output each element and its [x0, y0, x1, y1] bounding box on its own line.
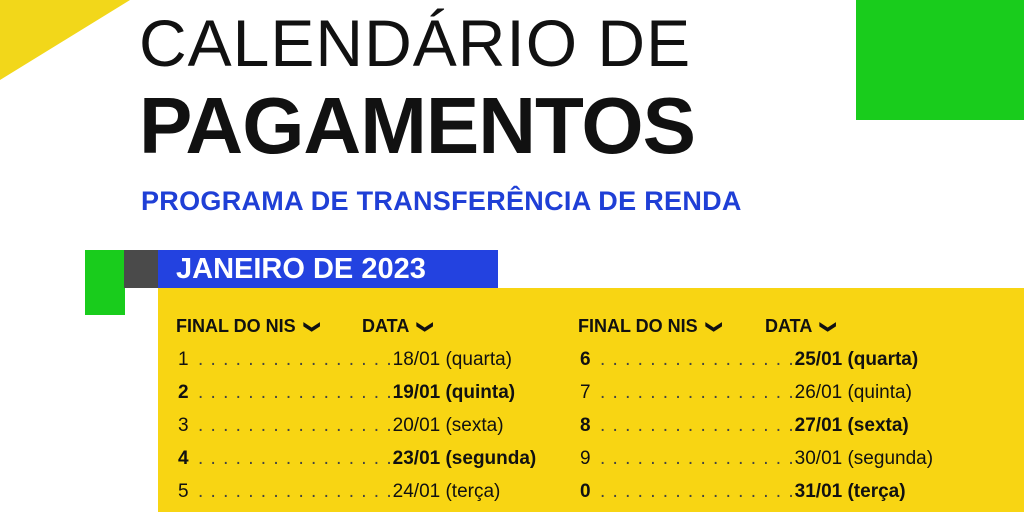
payment-date: 25/01 (quarta) — [794, 349, 919, 370]
chevron-down-icon: ❯ — [705, 320, 723, 334]
dot-leader: . . . . . . . . . . . . . . . . — [198, 349, 393, 370]
header-data-label: DATA — [362, 316, 410, 336]
dot-leader: . . . . . . . . . . . . . . . . — [600, 448, 795, 469]
nis-digit: 3 — [178, 415, 189, 436]
nis-digit: 4 — [178, 448, 189, 469]
dot-leader: . . . . . . . . . . . . . . . . — [600, 481, 795, 502]
table-row: 7 . . . . . . . . . . . . . . . .26/01 (q… — [580, 381, 912, 405]
table-row: 5 . . . . . . . . . . . . . . . .24/01 (t… — [178, 480, 500, 504]
payment-date: 19/01 (quinta) — [392, 382, 516, 403]
table-row: 1 . . . . . . . . . . . . . . . .18/01 (q… — [178, 348, 512, 372]
dot-leader: . . . . . . . . . . . . . . . . — [198, 415, 393, 436]
title-line-1: CALENDÁRIO DE — [139, 6, 692, 80]
table-row: 0 . . . . . . . . . . . . . . . .31/01 (t… — [580, 480, 906, 504]
table-row: 8 . . . . . . . . . . . . . . . .27/01 (s… — [580, 414, 909, 438]
table-row: 2 . . . . . . . . . . . . . . . .19/01 (q… — [178, 381, 515, 405]
nis-digit: 6 — [580, 349, 591, 370]
chevron-down-icon: ❯ — [820, 320, 838, 334]
green-block-decoration — [856, 0, 1024, 120]
subtitle: PROGRAMA DE TRANSFERÊNCIA DE RENDA — [141, 186, 742, 216]
header-final-nis-right: FINAL DO NIS ❯ — [578, 316, 723, 337]
title-line-2: PAGAMENTOS — [139, 81, 696, 170]
table-row: 9 . . . . . . . . . . . . . . . .30/01 (s… — [580, 447, 933, 471]
nis-digit: 2 — [178, 382, 189, 403]
header-final-nis-left: FINAL DO NIS ❯ — [176, 316, 321, 337]
payment-date: 18/01 (quarta) — [392, 349, 513, 370]
dot-leader: . . . . . . . . . . . . . . . . — [600, 415, 795, 436]
nis-digit: 1 — [178, 349, 189, 370]
table-row: 6 . . . . . . . . . . . . . . . .25/01 (q… — [580, 348, 918, 372]
table-row: 3 . . . . . . . . . . . . . . . .20/01 (s… — [178, 414, 504, 438]
payment-date: 20/01 (sexta) — [392, 415, 504, 436]
header-data-label: DATA — [765, 316, 813, 336]
header-final-nis-label: FINAL DO NIS — [176, 316, 296, 336]
payment-date: 26/01 (quinta) — [794, 382, 912, 403]
green-square-decoration — [85, 250, 125, 315]
gray-block-decoration — [124, 250, 158, 288]
header-final-nis-label: FINAL DO NIS — [578, 316, 698, 336]
dot-leader: . . . . . . . . . . . . . . . . — [198, 481, 393, 502]
header-data-right: DATA ❯ — [765, 316, 838, 337]
payment-date: 23/01 (segunda) — [392, 448, 537, 469]
dot-leader: . . . . . . . . . . . . . . . . — [198, 448, 393, 469]
dot-leader: . . . . . . . . . . . . . . . . — [198, 382, 393, 403]
schedule-table — [158, 288, 1024, 512]
month-label: JANEIRO DE 2023 — [158, 250, 498, 288]
dot-leader: . . . . . . . . . . . . . . . . — [600, 382, 795, 403]
nis-digit: 9 — [580, 448, 591, 469]
chevron-down-icon: ❯ — [303, 320, 321, 334]
dot-leader: . . . . . . . . . . . . . . . . — [600, 349, 795, 370]
nis-digit: 0 — [580, 481, 591, 502]
nis-digit: 8 — [580, 415, 591, 436]
nis-digit: 7 — [580, 382, 591, 403]
nis-digit: 5 — [178, 481, 189, 502]
payment-date: 24/01 (terça) — [392, 481, 501, 502]
payment-date: 27/01 (sexta) — [794, 415, 909, 436]
table-row: 4 . . . . . . . . . . . . . . . .23/01 (s… — [178, 447, 536, 471]
payment-date: 30/01 (segunda) — [794, 448, 934, 469]
yellow-corner-decoration — [0, 0, 130, 80]
chevron-down-icon: ❯ — [417, 320, 435, 334]
payment-date: 31/01 (terça) — [794, 481, 906, 502]
header-data-left: DATA ❯ — [362, 316, 435, 337]
